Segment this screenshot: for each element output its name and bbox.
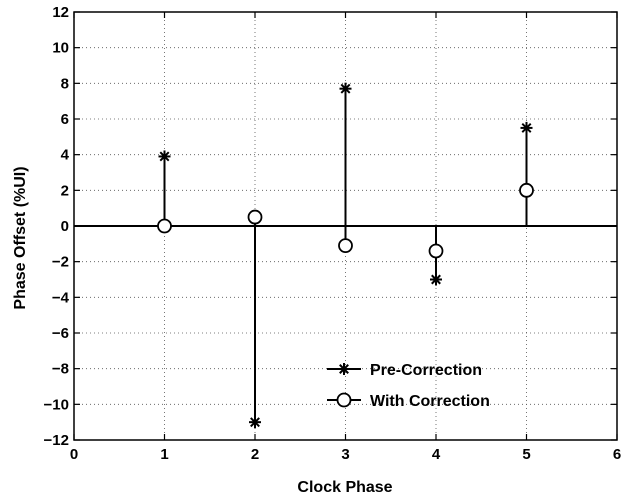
data-point-with-correction — [519, 182, 534, 198]
y-tick-label: −8 — [52, 361, 69, 378]
x-tick-label: 0 — [70, 446, 78, 463]
x-tick-label: 3 — [341, 446, 349, 463]
y-tick-label: 6 — [61, 111, 69, 128]
data-point-with-correction — [338, 238, 353, 254]
x-tick-label: 6 — [613, 446, 621, 463]
data-point-pre-correction — [520, 121, 533, 134]
legend-label-with-correction: With Correction — [370, 393, 490, 410]
legend-marker-asterisk — [338, 363, 350, 375]
data-point-pre-correction — [339, 82, 352, 95]
y-tick-label: 12 — [52, 4, 69, 21]
y-tick-label: 8 — [61, 75, 69, 92]
legend: Pre-Correction With Correction — [327, 362, 490, 410]
x-tick-label: 2 — [251, 446, 259, 463]
y-tick-label: −4 — [52, 289, 70, 306]
x-tick-label: 4 — [432, 446, 441, 463]
y-tick-label: 2 — [61, 182, 69, 199]
y-tick-label: −12 — [44, 432, 69, 449]
y-tick-label: 0 — [61, 218, 69, 235]
data-point-with-correction — [428, 243, 444, 259]
data-point-with-correction — [247, 209, 263, 225]
y-tick-label: −6 — [52, 325, 69, 342]
x-tick-label: 5 — [522, 446, 530, 463]
data-point-pre-correction — [430, 273, 442, 286]
y-tick-label: 4 — [61, 147, 70, 164]
y-tick-label: 10 — [52, 40, 69, 57]
data-point-pre-correction — [158, 150, 171, 163]
data-point-with-correction — [157, 218, 172, 234]
legend-circle — [336, 392, 352, 408]
y-tick-label: −2 — [52, 254, 69, 271]
data-point-pre-correction — [249, 416, 261, 429]
legend-asterisk — [338, 363, 350, 375]
x-tick-label: 1 — [160, 446, 168, 463]
legend-label-pre-correction: Pre-Correction — [370, 362, 482, 379]
y-tick-label: −10 — [44, 396, 69, 413]
data-markers — [157, 82, 534, 429]
y-axis-title: Phase Offset (%UI) — [12, 166, 29, 309]
x-axis-title: Clock Phase — [297, 479, 392, 496]
legend-marker-circle — [336, 392, 352, 408]
